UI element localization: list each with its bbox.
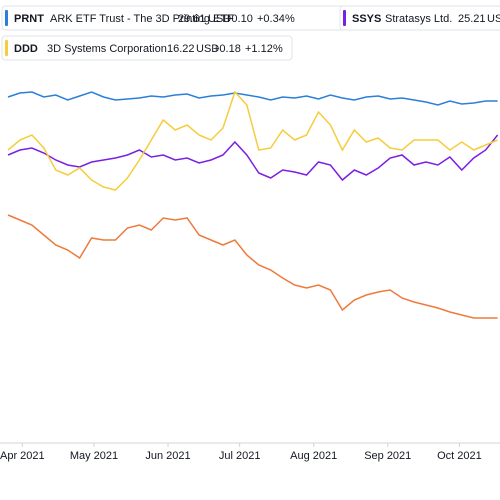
legend-name: PRNT	[14, 13, 44, 25]
legend-name: DDD	[14, 43, 38, 55]
legend-currency: USD	[487, 13, 500, 25]
legend-box	[1, 35, 293, 61]
legend-currency: USD	[208, 13, 231, 25]
x-tick-label: May 2021	[70, 450, 118, 462]
x-tick-label: Aug 2021	[290, 450, 337, 462]
series-line	[7, 134, 499, 182]
legend-price: 29.61	[178, 13, 206, 25]
legend-price: 16.22	[167, 43, 195, 55]
legend-change: +0.18	[213, 43, 241, 55]
legend-swatch	[5, 40, 8, 56]
legend-swatch	[343, 10, 346, 26]
legend-description: ARK ETF Trust - The 3D Printing ETF	[50, 13, 234, 25]
legend-currency: USD	[196, 43, 219, 55]
legend-description: 3D Systems Corporation	[47, 43, 167, 55]
x-tick-label: Oct 2021	[437, 450, 482, 462]
series-line	[7, 90, 498, 191]
legend-change: +0.10	[225, 13, 253, 25]
legend-name: SSYS	[352, 13, 381, 25]
x-tick-label: Jul 2021	[219, 450, 261, 462]
legend-change-pct: +1.12	[245, 43, 273, 55]
x-tick-label: Jun 2021	[145, 450, 190, 462]
legend-swatch	[5, 10, 8, 26]
series-line	[7, 91, 498, 106]
legend-box	[339, 5, 500, 31]
legend-pct-unit: %	[285, 13, 295, 25]
x-tick-label: Sep 2021	[364, 450, 411, 462]
series-line	[7, 214, 498, 319]
legend-pct-unit: %	[273, 43, 283, 55]
legend-description: Stratasys Ltd.	[385, 13, 452, 25]
legend-change-pct: +0.34	[257, 13, 285, 25]
legend-price: 25.21	[458, 13, 486, 25]
x-tick-label: Apr 2021	[0, 450, 45, 462]
